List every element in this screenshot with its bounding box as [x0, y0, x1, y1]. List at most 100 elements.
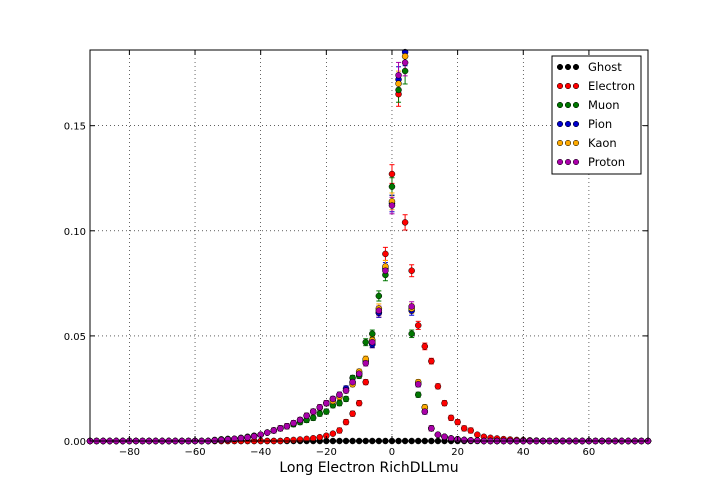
data-point	[414, 322, 422, 329]
data-point	[454, 418, 461, 426]
data-point	[309, 414, 317, 422]
x-tick-label: 40	[517, 447, 530, 458]
data-point	[408, 330, 415, 338]
legend-marker	[572, 63, 580, 71]
data-point	[270, 427, 278, 434]
x-tick-label: −40	[250, 447, 271, 458]
data-point	[250, 433, 258, 440]
data-point	[369, 338, 376, 346]
legend-label: Electron	[588, 79, 635, 93]
data-point	[296, 436, 304, 443]
legend-marker	[564, 101, 572, 109]
legend-marker	[564, 158, 572, 166]
data-point	[467, 437, 475, 444]
data-point	[263, 429, 271, 436]
data-point	[336, 427, 343, 434]
legend-label: Proton	[588, 155, 625, 169]
data-point	[355, 399, 363, 407]
data-point	[336, 391, 343, 399]
legend-label: Kaon	[588, 136, 617, 150]
legend-marker	[564, 120, 572, 128]
x-tick-label: 0	[389, 447, 395, 458]
x-tick-label: −60	[184, 447, 205, 458]
data-point	[290, 419, 297, 427]
legend-frame	[551, 55, 642, 175]
x-tick-label: −80	[119, 447, 140, 458]
legend-marker	[556, 120, 564, 128]
data-point	[362, 378, 369, 386]
data-point	[283, 436, 291, 444]
data-point	[395, 86, 402, 94]
data-point	[388, 202, 396, 209]
y-tick-label: 0.00	[64, 437, 86, 448]
legend-label: Ghost	[588, 60, 622, 74]
data-point	[434, 431, 442, 438]
data-point	[441, 399, 448, 407]
legend-label: Muon	[588, 98, 620, 112]
data-point	[244, 434, 251, 441]
data-point	[355, 370, 363, 377]
x-tick-label: 60	[583, 447, 596, 458]
legend-marker	[556, 63, 564, 71]
data-point	[382, 250, 389, 258]
data-point	[296, 416, 304, 424]
data-point	[401, 59, 409, 66]
data-point	[218, 436, 225, 444]
data-point	[395, 71, 402, 79]
legend-marker	[572, 139, 580, 147]
x-axis-title: Long Electron RichDLLmu	[279, 460, 458, 476]
legend-marker	[572, 101, 580, 109]
data-point	[316, 404, 324, 411]
legend-marker	[572, 120, 580, 128]
data-point	[316, 410, 324, 417]
data-point	[342, 418, 350, 426]
data-point	[460, 436, 468, 444]
data-point	[362, 359, 369, 367]
data-point	[434, 383, 442, 390]
data-point	[303, 412, 310, 420]
data-point	[336, 399, 343, 407]
data-point	[421, 408, 429, 415]
x-tick-label: 20	[451, 447, 464, 458]
y-tick-label: 0.15	[64, 122, 86, 133]
legend-marker	[556, 101, 564, 109]
data-point	[474, 431, 481, 438]
data-point	[382, 267, 389, 274]
data-point	[309, 435, 317, 442]
data-point	[401, 67, 409, 75]
data-point	[231, 435, 238, 443]
data-point	[428, 425, 435, 432]
data-point	[342, 395, 350, 403]
legend-marker	[556, 158, 564, 166]
data-point	[421, 343, 429, 350]
data-point	[211, 437, 218, 444]
data-point	[441, 433, 448, 441]
data-point	[388, 183, 396, 190]
data-point	[375, 307, 383, 314]
legend-marker	[572, 158, 580, 166]
data-point	[329, 430, 337, 437]
legend-marker	[564, 139, 572, 147]
data-point	[309, 408, 317, 415]
data-point	[277, 425, 284, 432]
legend-label: Pion	[588, 117, 612, 131]
data-point	[323, 408, 330, 415]
data-point	[401, 53, 409, 60]
data-point	[401, 219, 409, 226]
data-point	[362, 338, 369, 346]
data-point	[395, 80, 402, 87]
data-point	[283, 423, 291, 430]
legend-marker	[556, 82, 564, 90]
data-point	[316, 433, 324, 441]
data-point	[408, 303, 415, 310]
data-point	[375, 292, 383, 300]
data-point	[369, 330, 376, 338]
data-point	[460, 425, 468, 432]
data-point	[467, 427, 475, 434]
y-tick-label: 0.10	[64, 227, 86, 238]
legend-marker	[564, 82, 572, 90]
data-point	[224, 436, 232, 443]
data-point	[303, 435, 310, 443]
data-point	[329, 395, 337, 403]
